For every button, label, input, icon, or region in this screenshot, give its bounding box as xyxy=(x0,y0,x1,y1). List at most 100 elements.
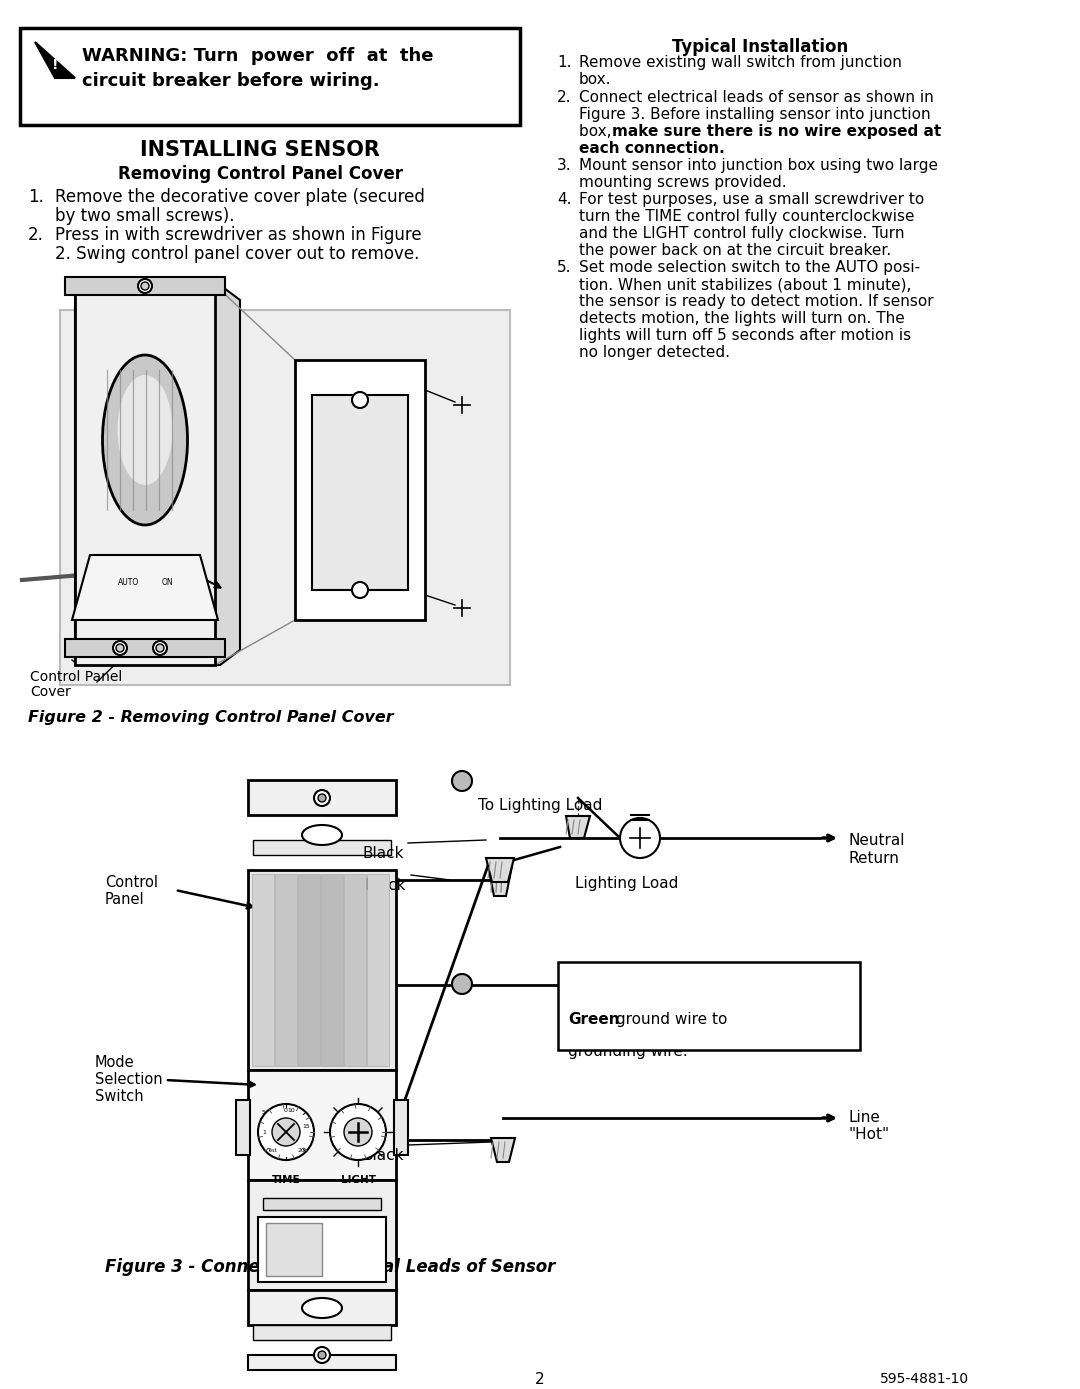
Circle shape xyxy=(453,974,472,995)
Text: 1.: 1. xyxy=(28,188,44,206)
Polygon shape xyxy=(35,42,75,78)
Text: 0: 0 xyxy=(284,1107,288,1113)
Text: AUTO: AUTO xyxy=(118,578,139,588)
Text: WARNING: Turn  power  off  at  the: WARNING: Turn power off at the xyxy=(82,47,433,65)
Bar xyxy=(345,874,366,1065)
Circle shape xyxy=(113,640,127,656)
Polygon shape xyxy=(491,1138,515,1163)
Text: Press in with screwdriver as shown in Figure: Press in with screwdriver as shown in Fi… xyxy=(55,226,421,244)
Text: Removing Control Panel Cover: Removing Control Panel Cover xyxy=(118,165,403,183)
Bar xyxy=(248,870,396,1070)
Bar xyxy=(264,1197,381,1210)
Text: Control: Control xyxy=(105,875,158,890)
Bar xyxy=(252,874,274,1065)
Text: 4.: 4. xyxy=(557,192,571,207)
Text: and the LIGHT control fully clockwise. Turn: and the LIGHT control fully clockwise. T… xyxy=(579,226,905,242)
Text: 5: 5 xyxy=(262,1110,266,1114)
Text: 5.: 5. xyxy=(557,260,571,275)
Circle shape xyxy=(272,1118,300,1146)
Bar xyxy=(248,1070,396,1181)
Text: grounding wire.: grounding wire. xyxy=(568,1045,688,1058)
Text: detects motion, the lights will turn on. The: detects motion, the lights will turn on.… xyxy=(579,311,905,326)
Bar xyxy=(394,1100,408,1156)
Circle shape xyxy=(620,818,660,858)
Text: Neutral: Neutral xyxy=(848,833,905,849)
Circle shape xyxy=(258,1104,314,1160)
Circle shape xyxy=(352,582,368,599)
Text: To Lighting Load: To Lighting Load xyxy=(477,799,603,813)
Circle shape xyxy=(314,1347,330,1363)
Polygon shape xyxy=(72,556,218,619)
Text: each connection.: each connection. xyxy=(579,142,725,156)
Text: box.: box. xyxy=(579,72,611,88)
Bar xyxy=(21,28,519,125)
Text: Switch: Switch xyxy=(95,1089,144,1104)
Text: ON: ON xyxy=(162,578,174,588)
Bar xyxy=(248,781,396,815)
Text: 20: 20 xyxy=(297,1147,305,1153)
Text: Panel: Panel xyxy=(105,892,145,907)
Text: Cover: Cover xyxy=(30,685,71,699)
Text: TIME: TIME xyxy=(272,1175,300,1185)
Text: lights will turn off 5 seconds after motion is: lights will turn off 5 seconds after mot… xyxy=(579,328,912,343)
Text: 3.: 3. xyxy=(557,158,571,174)
Polygon shape xyxy=(566,815,590,838)
Circle shape xyxy=(318,1351,326,1358)
Text: Set mode selection switch to the AUTO posi-: Set mode selection switch to the AUTO po… xyxy=(579,260,920,275)
Circle shape xyxy=(156,644,164,651)
Text: Lighting Load: Lighting Load xyxy=(575,876,678,890)
Bar xyxy=(248,1181,396,1290)
Bar xyxy=(60,310,510,685)
Text: Black: Black xyxy=(362,846,404,861)
Circle shape xyxy=(345,1118,372,1146)
Bar xyxy=(258,1217,386,1282)
Ellipse shape xyxy=(302,1297,342,1318)
Circle shape xyxy=(330,1104,386,1160)
Polygon shape xyxy=(488,865,512,896)
Text: For test purposes, use a small screwdriver to: For test purposes, use a small screwdriv… xyxy=(579,192,924,207)
Text: LIGHT: LIGHT xyxy=(340,1175,376,1185)
Text: tion. When unit stabilizes (about 1 minute),: tion. When unit stabilizes (about 1 minu… xyxy=(579,276,912,292)
Text: circuit breaker before wiring.: circuit breaker before wiring. xyxy=(82,72,380,90)
Bar xyxy=(295,360,426,619)
Polygon shape xyxy=(486,858,514,882)
Text: 2.: 2. xyxy=(557,90,571,106)
Text: junction box screw or: junction box screw or xyxy=(568,1028,732,1043)
Text: ground wire to: ground wire to xyxy=(611,1013,727,1026)
Text: Typical Installation: Typical Installation xyxy=(672,38,848,56)
Text: 2: 2 xyxy=(536,1372,544,1388)
Circle shape xyxy=(314,790,330,806)
Bar xyxy=(248,1290,396,1325)
Text: Test: Test xyxy=(267,1147,276,1153)
Text: Figure 3 - Connecting Electrical Leads of Sensor: Figure 3 - Connecting Electrical Leads o… xyxy=(105,1258,555,1276)
Bar xyxy=(266,1222,322,1276)
Circle shape xyxy=(352,392,368,408)
Text: Black: Black xyxy=(362,1147,404,1163)
Text: 595-4881-10: 595-4881-10 xyxy=(880,1372,969,1386)
Text: Control Panel: Control Panel xyxy=(30,669,122,683)
Bar xyxy=(65,639,225,657)
Text: Line: Line xyxy=(848,1110,880,1125)
Polygon shape xyxy=(75,285,215,665)
Text: Selection: Selection xyxy=(95,1072,163,1088)
Text: Green: Green xyxy=(568,1013,620,1026)
Circle shape xyxy=(453,771,472,790)
Text: "Hot": "Hot" xyxy=(848,1126,889,1142)
Text: 2. Swing control panel cover out to remove.: 2. Swing control panel cover out to remo… xyxy=(55,244,419,263)
Circle shape xyxy=(138,279,152,293)
Bar xyxy=(275,874,297,1065)
Bar xyxy=(312,394,408,590)
Text: !: ! xyxy=(52,58,58,72)
Bar xyxy=(558,963,860,1050)
Ellipse shape xyxy=(118,375,173,485)
Bar xyxy=(298,874,320,1065)
Text: Mount sensor into junction box using two large: Mount sensor into junction box using two… xyxy=(579,158,939,174)
Text: Remove the decorative cover plate (secured: Remove the decorative cover plate (secur… xyxy=(55,188,424,206)
Polygon shape xyxy=(75,285,240,665)
Ellipse shape xyxy=(302,825,342,845)
Text: 10: 10 xyxy=(287,1107,295,1113)
Text: Black: Black xyxy=(365,878,406,893)
Text: no longer detected.: no longer detected. xyxy=(579,344,730,360)
Bar xyxy=(253,840,391,856)
Bar xyxy=(237,1100,249,1156)
